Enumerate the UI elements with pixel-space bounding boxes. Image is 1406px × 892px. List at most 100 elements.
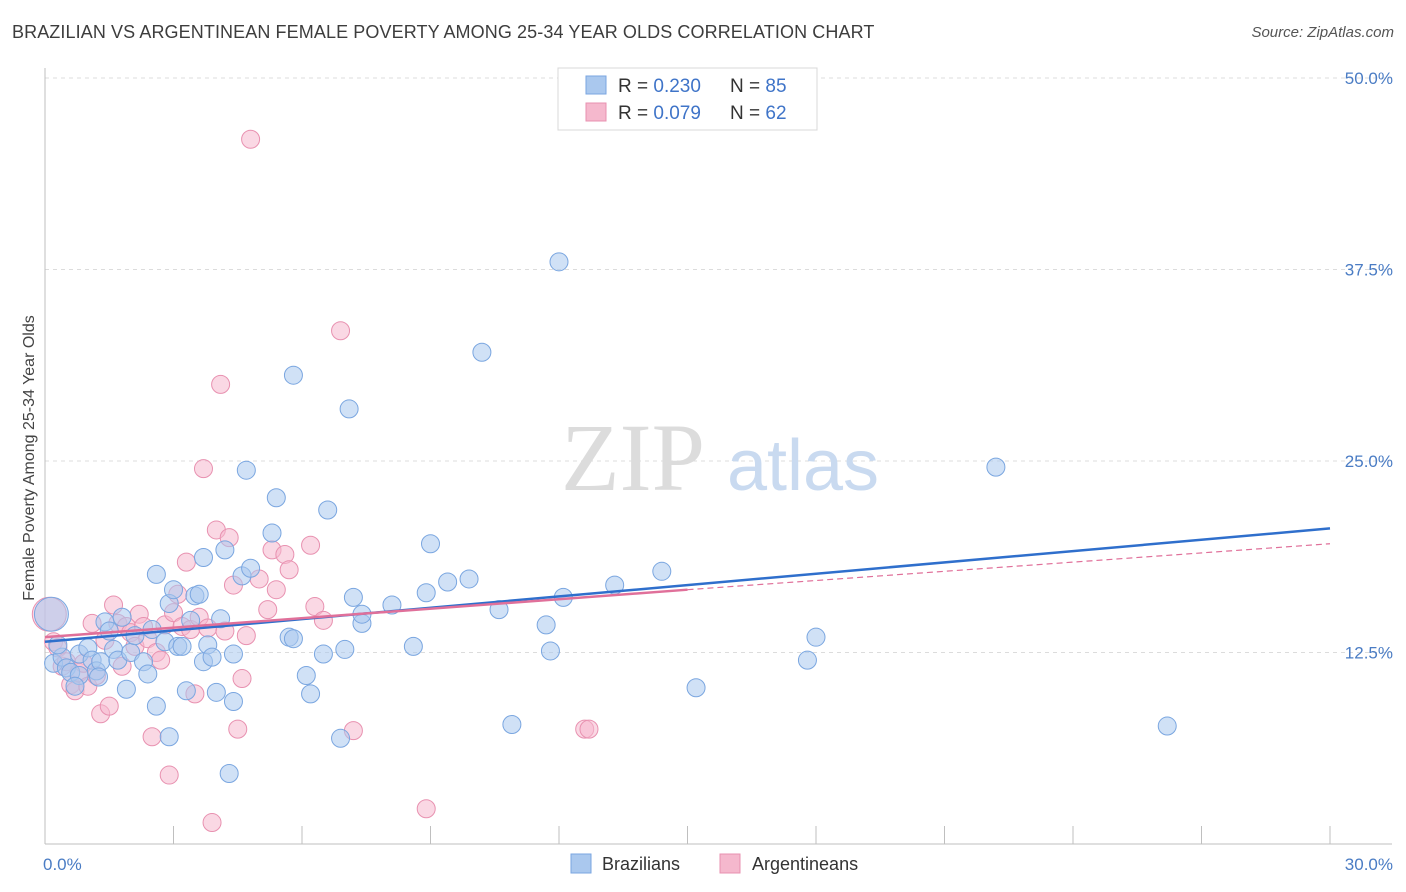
bra-point-34 [193, 548, 213, 568]
bra-point-76 [686, 678, 706, 698]
bra-point-57 [339, 399, 359, 419]
arg-point-36 [193, 459, 213, 479]
arg-point-51 [266, 580, 286, 600]
arg-point-49 [258, 600, 278, 620]
bra-point-22 [146, 564, 166, 584]
legend-r-value-0: 0.230 [653, 76, 701, 97]
stats-legend: R = 0.230 N = 85 R = 0.079 N = 62 [557, 67, 818, 131]
legend-n-value-0: 85 [765, 76, 786, 97]
bra-point-80 [1157, 716, 1177, 736]
arg-point-53 [279, 560, 299, 580]
bra-point-77 [797, 650, 817, 670]
arg-point-40 [211, 374, 231, 394]
bra-point-46 [262, 523, 282, 543]
bra-point-47 [266, 488, 286, 508]
bra-point-71 [540, 641, 560, 661]
arg-point-14 [99, 696, 119, 716]
x-tick-label-1: 30.0% [1345, 855, 1393, 874]
bra-point-82 [48, 635, 68, 655]
bra-point-79 [986, 457, 1006, 477]
bra-point-45 [241, 558, 261, 578]
arg-point-38 [202, 813, 222, 833]
arg-point-61 [579, 719, 599, 739]
bra-point-56 [335, 639, 355, 659]
watermark-atlas: atlas [727, 426, 879, 506]
bra-point-32 [189, 584, 209, 604]
chart-title: BRAZILIAN VS ARGENTINEAN FEMALE POVERTY … [12, 22, 875, 42]
brazilians-points [33, 252, 1177, 784]
bra-point-64 [421, 534, 440, 554]
arg-point-54 [301, 535, 321, 555]
argentineans-trend-extension [687, 543, 1331, 591]
arg-point-47 [241, 129, 261, 149]
bra-point-40 [219, 764, 239, 784]
arg-point-28 [159, 765, 179, 785]
bra-point-72 [549, 252, 569, 272]
legend-r-label-0: R = [618, 76, 653, 97]
bra-point-58 [343, 587, 363, 607]
arg-point-56 [313, 610, 333, 630]
watermark: ZIP atlas [561, 404, 879, 511]
bra-point-63 [416, 583, 436, 603]
bra-point-24 [159, 727, 179, 747]
svg-text:N = 85: N = 85 [730, 76, 787, 97]
bra-point-54 [318, 500, 338, 520]
bra-point-29 [176, 681, 196, 701]
bra-point-69 [502, 715, 522, 735]
bra-point-15 [116, 679, 136, 699]
bra-point-78 [806, 627, 826, 647]
bra-point-42 [223, 692, 243, 712]
bra-point-39 [215, 540, 235, 560]
axes [44, 68, 1392, 845]
bra-point-66 [459, 569, 479, 589]
bottom-legend-brazilians: Brazilians [602, 854, 680, 874]
legend-swatch-brazilians [585, 75, 607, 95]
bra-point-52 [301, 684, 321, 704]
bra-point-26 [164, 580, 183, 600]
y-tick-label-2: 37.5% [1345, 261, 1393, 280]
argentineans-trend-line [44, 588, 688, 639]
bra-point-41 [223, 644, 243, 664]
legend-r-label-1: R = [618, 103, 653, 124]
x-tick-label-0: 0.0% [43, 855, 82, 874]
bra-point-70 [536, 615, 556, 635]
svg-text:N = 62: N = 62 [730, 103, 787, 124]
x-tick-labels: 0.0% 30.0% [43, 855, 1393, 874]
arg-point-32 [176, 552, 196, 572]
arg-point-24 [142, 727, 162, 747]
bra-point-61 [382, 595, 402, 615]
bottom-legend-swatch-brazilians [570, 853, 592, 874]
bra-point-37 [206, 682, 226, 702]
source-label: Source: ZipAtlas.com [1251, 24, 1394, 41]
arg-point-59 [416, 799, 436, 819]
bra-point-49 [283, 629, 303, 649]
legend-swatch-argentineans [585, 102, 607, 122]
y-tick-labels: 12.5% 25.0% 37.5% 50.0% [1345, 69, 1393, 663]
legend-n-value-1: 62 [765, 103, 786, 124]
y-tick-label-3: 50.0% [1345, 69, 1393, 88]
legend-r-value-1: 0.079 [653, 103, 701, 124]
y-tick-label-1: 25.0% [1345, 452, 1393, 471]
bra-point-14 [112, 607, 132, 627]
bra-point-65 [438, 572, 458, 592]
legend-n-label-0: N = [730, 76, 765, 97]
svg-text:R = 0.230: R = 0.230 [618, 76, 701, 97]
bra-point-75 [652, 561, 672, 581]
arg-point-26 [151, 650, 171, 670]
bra-point-19 [138, 664, 158, 684]
bra-point-84 [89, 667, 109, 687]
bra-point-36 [202, 647, 222, 667]
bra-point-44 [236, 460, 256, 480]
arg-point-57 [331, 321, 351, 341]
series-legend: Brazilians Argentineans [570, 853, 858, 874]
watermark-zip: ZIP [561, 404, 705, 511]
y-tick-label-0: 12.5% [1345, 644, 1393, 663]
bra-point-83 [65, 676, 85, 696]
brazilians-trend-line [44, 527, 1331, 644]
bra-point-53 [313, 644, 333, 664]
bra-point-62 [403, 636, 423, 656]
arg-point-44 [228, 719, 248, 739]
bra-point-21 [146, 696, 166, 716]
arg-point-45 [232, 669, 252, 689]
